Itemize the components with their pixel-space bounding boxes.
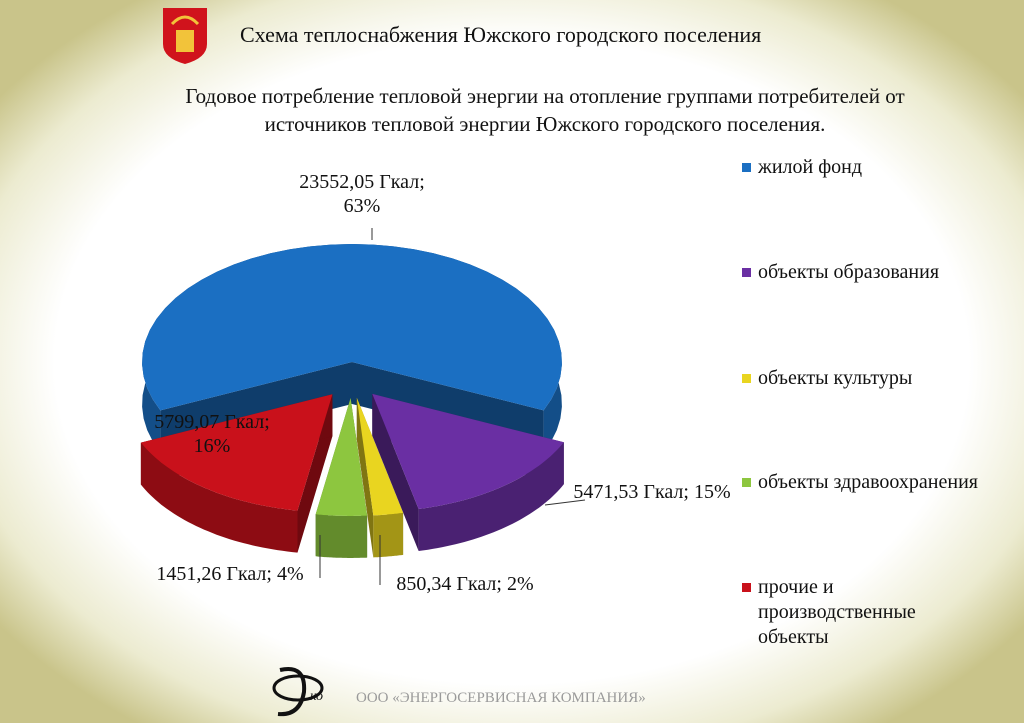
legend-item: объекты культуры	[742, 366, 988, 391]
legend-item: прочие и производственные объекты	[742, 575, 988, 650]
city-emblem	[163, 8, 207, 64]
chart-title: Годовое потребление тепловой энергии на …	[185, 84, 905, 136]
data-label: 5471,53 Гкал; 15%	[573, 481, 730, 503]
page-title: Схема теплоснабжения Южского городского …	[240, 22, 762, 47]
label-line: 5799,07 Гкал;	[154, 411, 270, 433]
legend-item: объекты здравоохранения	[742, 470, 988, 495]
slice-wall	[315, 514, 368, 558]
pie: 23552,05 Гкал; 63% 5471,53 Гкал; 15% 850,34…	[140, 171, 731, 595]
data-label: 1451,26 Гкал; 4%	[156, 563, 303, 585]
legend-swatch	[742, 374, 751, 383]
slice	[315, 398, 368, 516]
leader-line	[544, 499, 586, 506]
slice-wall	[373, 512, 404, 558]
slice	[140, 394, 333, 511]
slice-side	[356, 397, 374, 558]
data-label: 5799,07 Гкал; 16%	[154, 411, 270, 457]
legend-item: жилой фонд	[742, 155, 988, 180]
slice-wall	[140, 442, 298, 553]
slice-side	[372, 393, 419, 551]
slice	[372, 393, 564, 509]
label-line: 23552,05 Гкал;	[299, 171, 425, 193]
legend-label: объекты образования	[758, 261, 940, 283]
data-label: 850,34 Гкал; 2%	[396, 573, 533, 595]
logo-text: ко	[310, 689, 323, 704]
slice	[356, 397, 404, 516]
legend-swatch	[742, 268, 751, 277]
legend-swatch	[742, 478, 751, 487]
legend-label: прочие и производственные объекты	[758, 576, 916, 648]
company-name: ООО «ЭНЕРГОСЕРВИСНАЯ КОМПАНИЯ»	[356, 690, 646, 706]
legend-swatch	[742, 163, 751, 172]
slice-wall	[418, 442, 564, 551]
data-label: 23552,05 Гкал; 63%	[299, 171, 425, 217]
company-logo: ко	[272, 667, 324, 717]
legend-label: объекты культуры	[758, 367, 913, 389]
legend-swatch	[742, 583, 751, 592]
slice	[142, 244, 562, 411]
legend-item: объекты образования	[742, 260, 988, 285]
legend-label: жилой фонд	[758, 156, 863, 178]
legend-label: объекты здравоохранения	[758, 471, 978, 493]
label-line: 63%	[344, 195, 381, 217]
label-line: 16%	[194, 435, 231, 457]
